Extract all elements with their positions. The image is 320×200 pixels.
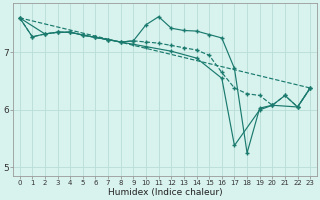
X-axis label: Humidex (Indice chaleur): Humidex (Indice chaleur) [108,188,222,197]
